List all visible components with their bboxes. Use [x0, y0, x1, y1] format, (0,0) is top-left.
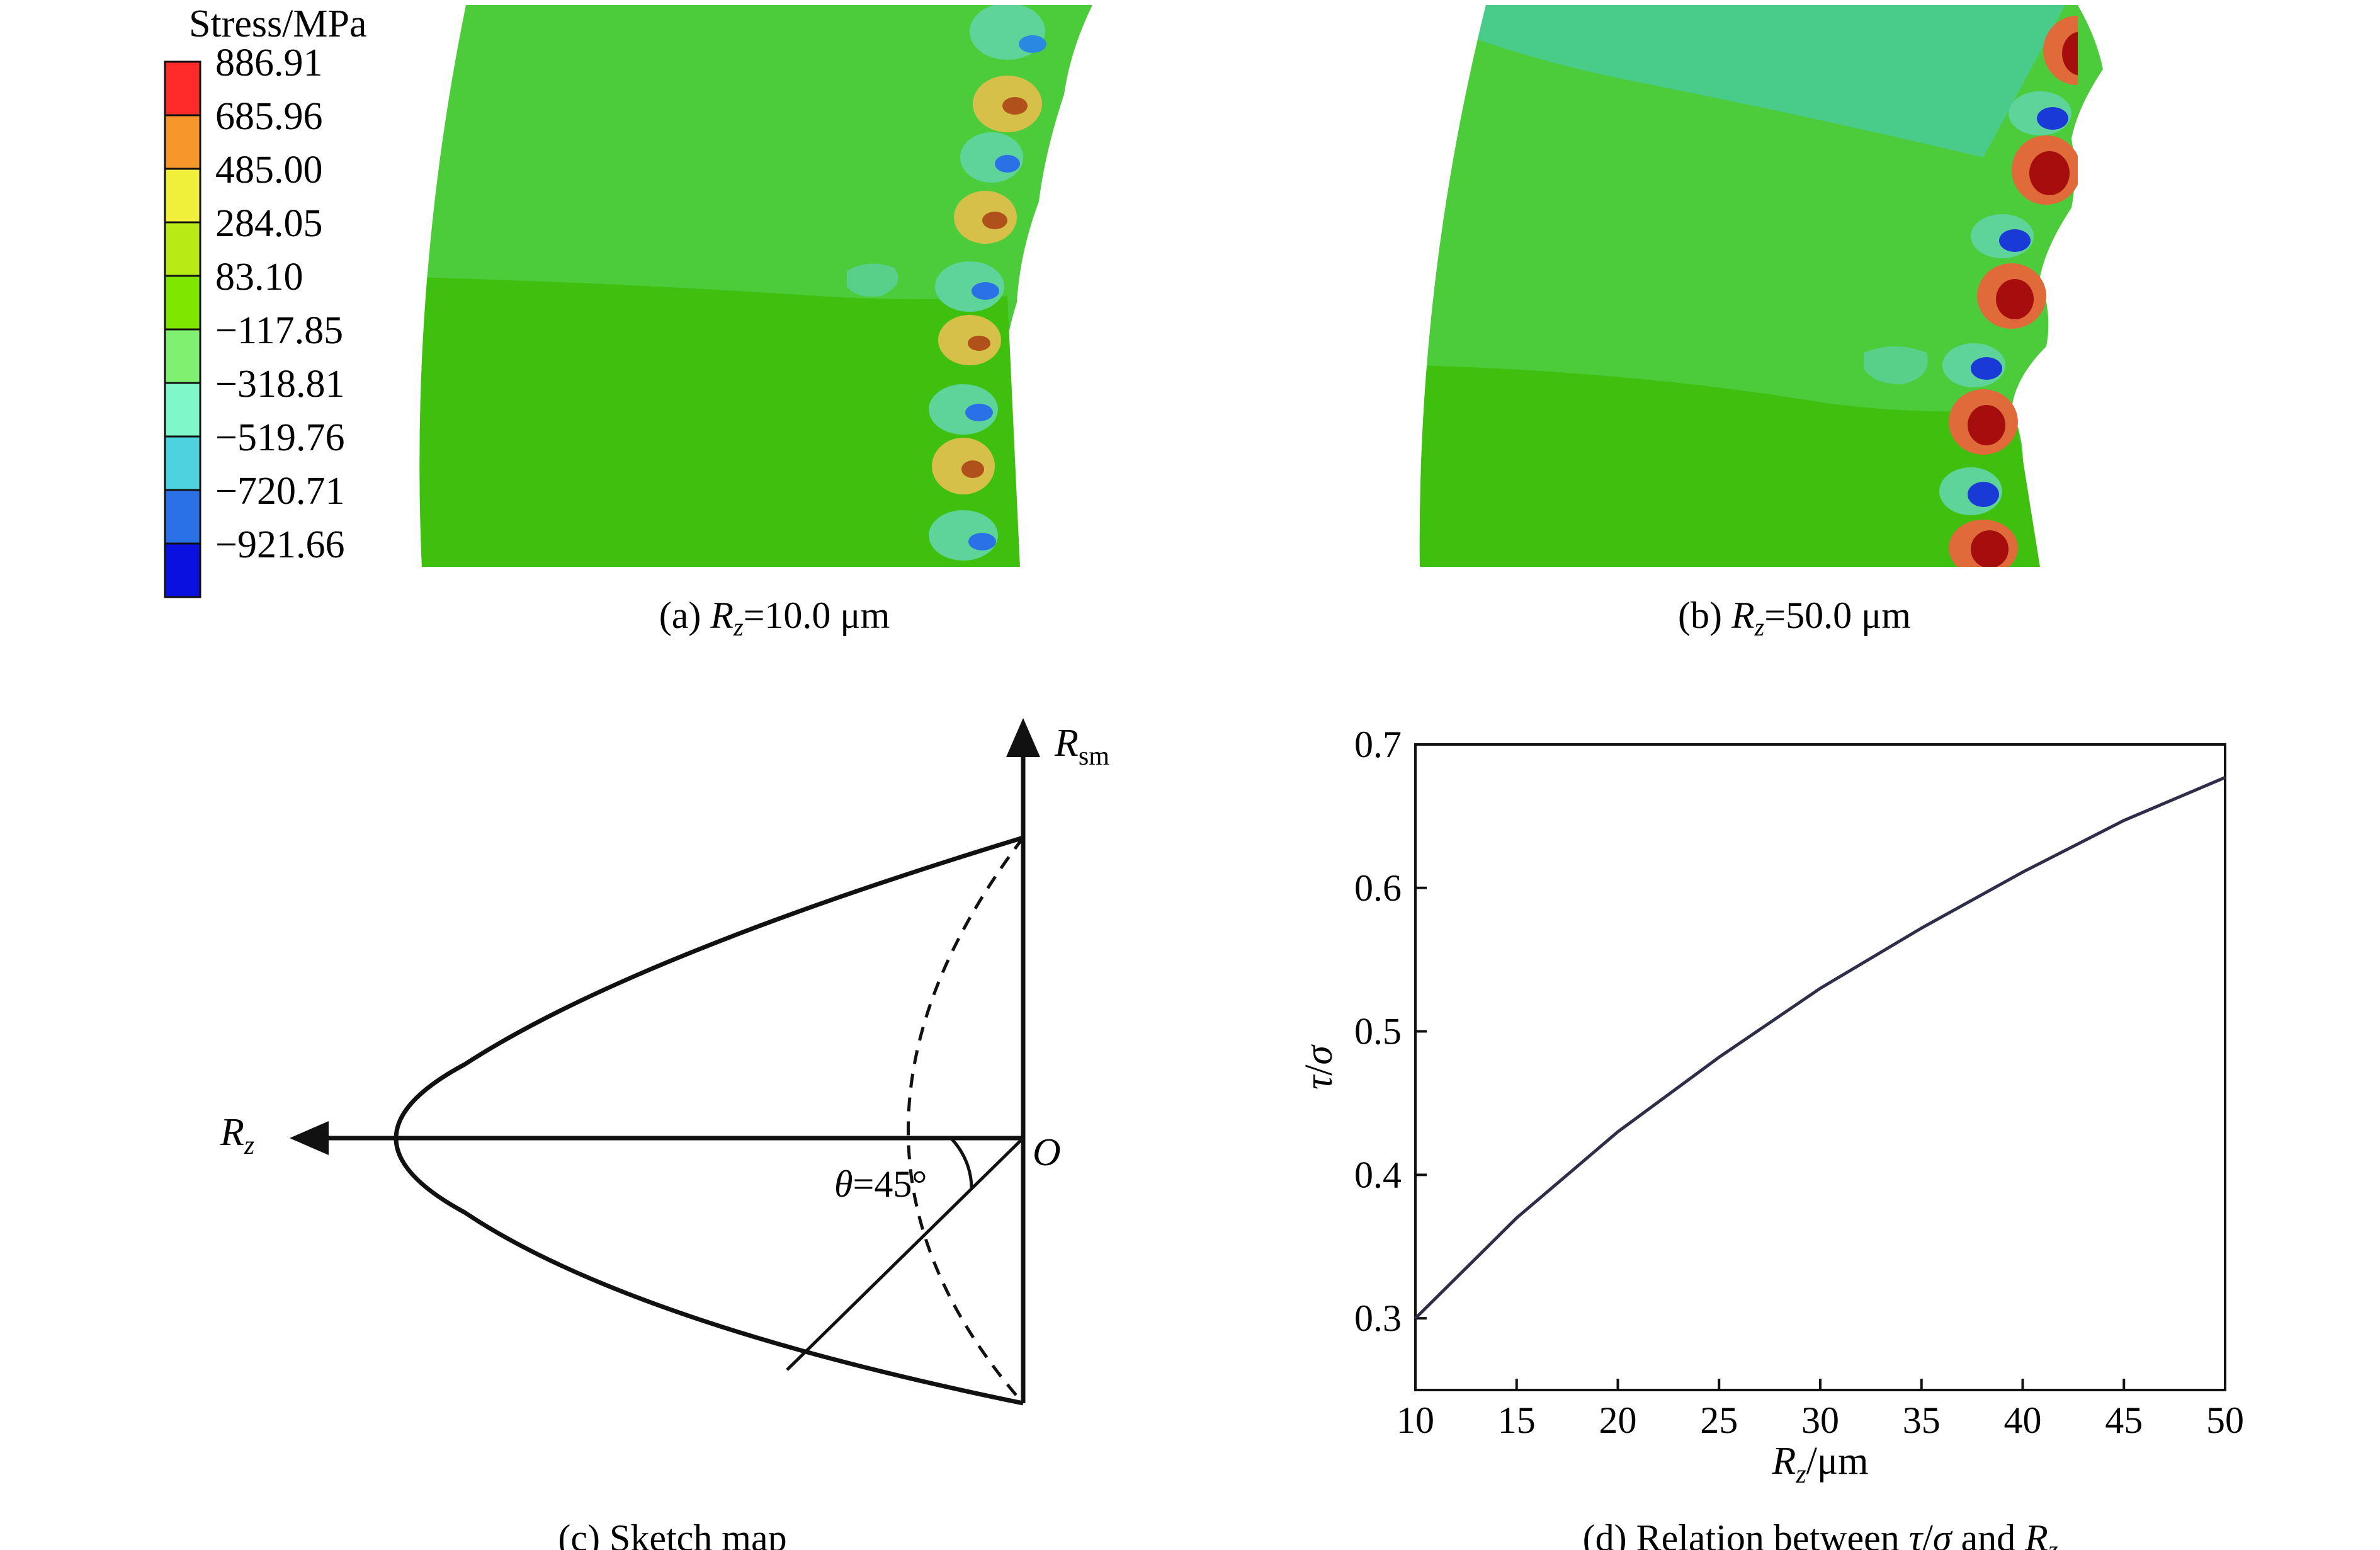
legend-swatch — [164, 542, 201, 598]
legend-swatch — [164, 435, 201, 491]
legend-swatch — [164, 60, 201, 117]
y-axis-label: τ/σ — [1298, 1044, 1340, 1090]
legend-value: −117.85 — [215, 309, 343, 352]
contour-plot-b — [1419, 5, 2103, 567]
x-axis-label: Rz/μm — [1772, 1440, 1869, 1489]
legend-value: 886.91 — [215, 42, 323, 84]
surface-peaks-b — [1939, 16, 2078, 567]
sketch-map — [290, 718, 1040, 1406]
y-tick-label: 0.4 — [1354, 1154, 1402, 1195]
legend-swatch — [164, 168, 201, 224]
legend-swatch — [164, 328, 201, 384]
x-tick-label: 25 — [1700, 1399, 1738, 1441]
x-tick-label: 15 — [1498, 1399, 1536, 1441]
caption-a: (a) Rz=10.0 μm — [659, 595, 890, 641]
legend-swatch — [164, 114, 201, 170]
legend-value: 485.00 — [215, 149, 323, 191]
x-tick-label: 40 — [2004, 1399, 2042, 1441]
caption-c: (c) Sketch map — [558, 1517, 786, 1550]
angle-label: θ=45° — [834, 1163, 927, 1205]
chart-ticklabels: 10 15 20 25 30 35 40 45 50 0.3 0.4 0.5 0.6 0.7 — [1354, 724, 2244, 1441]
surface-peaks-a — [929, 5, 1046, 561]
legend-value: −720.71 — [215, 470, 344, 513]
x-tick-label: 10 — [1397, 1399, 1434, 1441]
legend-value: −519.76 — [215, 416, 344, 459]
y-tick-label: 0.3 — [1354, 1297, 1402, 1339]
x-tick-label: 20 — [1599, 1399, 1637, 1441]
legend-swatch — [164, 382, 201, 438]
legend-value: 284.05 — [215, 202, 323, 245]
chart-ticks — [1414, 743, 2226, 1390]
legend-swatches — [164, 60, 201, 598]
rz-axis-label: Rz — [220, 1111, 254, 1160]
legend-value: 83.10 — [215, 256, 303, 299]
rz-axis-arrow — [290, 1121, 329, 1155]
legend-value: 685.96 — [215, 95, 323, 138]
x-tick-label: 50 — [2206, 1399, 2244, 1441]
inner-dashed-curve — [907, 836, 1024, 1405]
x-tick-label: 30 — [1801, 1399, 1839, 1441]
line-chart: 10 15 20 25 30 35 40 45 50 0.3 0.4 0.5 0.6 0.7 — [1354, 724, 2244, 1441]
legend-value: −318.81 — [215, 363, 344, 406]
x-tick-label: 35 — [1903, 1399, 1941, 1441]
caption-d: (d) Relation between τ/σ and Rz — [1583, 1517, 2058, 1550]
caption-b: (b) Rz=50.0 μm — [1678, 595, 1911, 641]
legend-swatch — [164, 221, 201, 277]
legend-swatch — [164, 489, 201, 545]
y-tick-label: 0.7 — [1354, 724, 1402, 765]
angle-45-line — [786, 1137, 1024, 1371]
y-tick-label: 0.5 — [1354, 1011, 1402, 1052]
y-tick-label: 0.6 — [1354, 867, 1402, 909]
contour-plot-a — [419, 5, 1092, 567]
legend-title: Stress/MPa — [189, 3, 366, 45]
legend-swatch — [164, 275, 201, 331]
legend-value: −921.66 — [215, 523, 344, 566]
rsm-axis-arrow — [1006, 718, 1040, 757]
angle-arc — [949, 1137, 973, 1190]
x-tick-label: 45 — [2105, 1399, 2143, 1441]
series-line — [1414, 776, 2226, 1319]
outer-boundary-curve — [394, 835, 1024, 1406]
legend-labels: 886.91 685.96 485.00 284.05 83.10 −117.85 −318… — [215, 42, 344, 566]
origin-label: O — [1033, 1131, 1061, 1174]
plot-frame — [1414, 743, 2226, 1391]
rsm-axis-label: Rsm — [1054, 722, 1109, 771]
stress-legend: Stress/MPa 886.91 685.96 485.00 284.05 83.10… — [164, 3, 366, 598]
